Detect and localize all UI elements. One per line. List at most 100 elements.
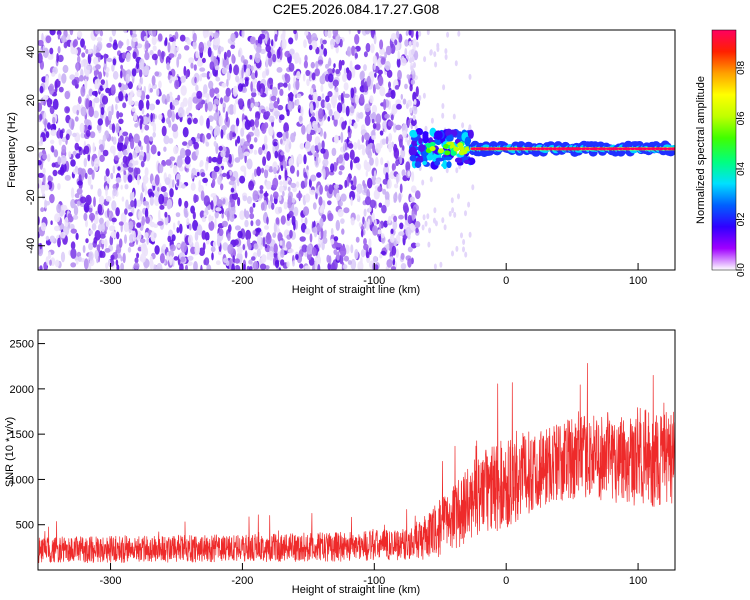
heatmap-cell bbox=[137, 174, 140, 186]
heatmap-cell bbox=[180, 256, 186, 263]
heatmap-cell bbox=[300, 106, 304, 117]
heatmap-cell bbox=[252, 261, 259, 270]
heatmap-cell bbox=[83, 145, 90, 155]
heatmap-cell bbox=[320, 99, 326, 109]
heatmap-cell bbox=[201, 72, 207, 78]
heatmap-cell bbox=[265, 69, 269, 76]
heatmap-cell bbox=[299, 236, 306, 242]
heatmap-cell bbox=[424, 220, 428, 227]
heatmap-cell bbox=[383, 98, 387, 111]
heatmap-cell bbox=[402, 98, 407, 105]
heatmap-cell bbox=[85, 49, 89, 54]
heatmap-cell bbox=[243, 151, 250, 157]
heatmap-cell bbox=[157, 186, 160, 193]
heatmap-cell bbox=[246, 265, 250, 270]
heatmap-cell bbox=[44, 201, 51, 206]
heatmap-cell bbox=[238, 151, 244, 160]
heatmap-cell bbox=[206, 132, 212, 140]
heatmap-cell bbox=[411, 48, 415, 55]
heatmap-cell bbox=[179, 263, 184, 270]
heatmap-cell bbox=[470, 147, 476, 151]
heatmap-cell bbox=[346, 46, 352, 57]
heatmap-cell bbox=[158, 113, 163, 121]
heatmap-cell bbox=[418, 144, 426, 152]
heatmap-cell bbox=[464, 136, 471, 147]
colorbar-gradient bbox=[711, 29, 737, 271]
heatmap-cell bbox=[237, 246, 243, 254]
heatmap-cell bbox=[671, 147, 675, 151]
heatmap-cell bbox=[363, 51, 368, 58]
heatmap-cell bbox=[232, 85, 238, 97]
heatmap-cell bbox=[111, 200, 117, 211]
heatmap-cell bbox=[202, 134, 205, 144]
heatmap-cell bbox=[380, 250, 387, 256]
heatmap-cell bbox=[187, 255, 194, 261]
heatmap-cell bbox=[354, 248, 359, 260]
heatmap-cell bbox=[120, 70, 123, 79]
heatmap-cell bbox=[422, 214, 426, 221]
heatmap-cell bbox=[64, 90, 71, 100]
heatmap-cell bbox=[139, 119, 143, 130]
heatmap-cell bbox=[336, 102, 343, 114]
heatmap-cell bbox=[287, 248, 294, 254]
heatmap-cell bbox=[204, 102, 208, 113]
heatmap-cell bbox=[288, 83, 291, 91]
heatmap-cell bbox=[268, 125, 274, 137]
heatmap-cell bbox=[338, 59, 342, 71]
heatmap-cell bbox=[201, 230, 207, 240]
heatmap-cell bbox=[360, 229, 364, 238]
heatmap-cell bbox=[305, 69, 311, 77]
heatmap-cell bbox=[491, 147, 497, 151]
heatmap-cell bbox=[157, 49, 162, 57]
heatmap-cell bbox=[301, 244, 308, 253]
heatmap-cell bbox=[52, 116, 56, 125]
heatmap-cell bbox=[359, 93, 365, 104]
heatmap-cell bbox=[540, 147, 546, 151]
heatmap-cell bbox=[421, 179, 425, 186]
heatmap-cell bbox=[287, 100, 293, 112]
heatmap-cell bbox=[327, 262, 332, 270]
heatmap-cell bbox=[146, 99, 150, 110]
heatmap-cell bbox=[335, 87, 339, 93]
heatmap-cell bbox=[166, 117, 171, 125]
heatmap-cell bbox=[412, 114, 416, 121]
heatmap-cell bbox=[173, 256, 179, 261]
heatmap-cell bbox=[360, 70, 365, 80]
heatmap-cell bbox=[219, 46, 224, 52]
heatmap-cell bbox=[229, 63, 232, 74]
heatmap-cell bbox=[134, 123, 139, 128]
heatmap-cell bbox=[330, 44, 334, 50]
heatmap-cell bbox=[401, 145, 405, 151]
heatmap-cell bbox=[301, 124, 306, 135]
heatmap-cell bbox=[311, 227, 317, 233]
heatmap-cell bbox=[144, 167, 149, 177]
heatmap-cell bbox=[434, 220, 438, 227]
heatmap-cell bbox=[268, 200, 272, 209]
heatmap-cell bbox=[327, 30, 332, 39]
heatmap-cell bbox=[439, 261, 443, 268]
heatmap-cell bbox=[93, 196, 96, 208]
heatmap-cell bbox=[171, 110, 176, 123]
heatmap-cell bbox=[169, 188, 174, 198]
heatmap-cell bbox=[299, 143, 305, 150]
heatmap-cell bbox=[43, 100, 46, 106]
heatmap-cell bbox=[372, 55, 378, 65]
heatmap-cell bbox=[151, 35, 157, 46]
heatmap-cell bbox=[141, 108, 145, 115]
heatmap-cell bbox=[326, 102, 332, 111]
heatmap-cell bbox=[256, 234, 262, 246]
heatmap-cell bbox=[422, 160, 427, 166]
heatmap-cell bbox=[330, 238, 335, 245]
heatmap-cell bbox=[250, 72, 256, 80]
heatmap-cell bbox=[284, 50, 291, 58]
heatmap-cell bbox=[394, 183, 399, 189]
heatmap-cell bbox=[214, 65, 220, 71]
heatmap-cell bbox=[259, 230, 263, 237]
heatmap-cell bbox=[356, 191, 360, 200]
heatmap-cell bbox=[356, 183, 363, 195]
heatmap-cell bbox=[109, 235, 114, 246]
heatmap-cell bbox=[131, 68, 137, 77]
heatmap-cell bbox=[253, 101, 259, 107]
heatmap-cell bbox=[320, 228, 324, 240]
heatmap-cell bbox=[249, 266, 253, 270]
